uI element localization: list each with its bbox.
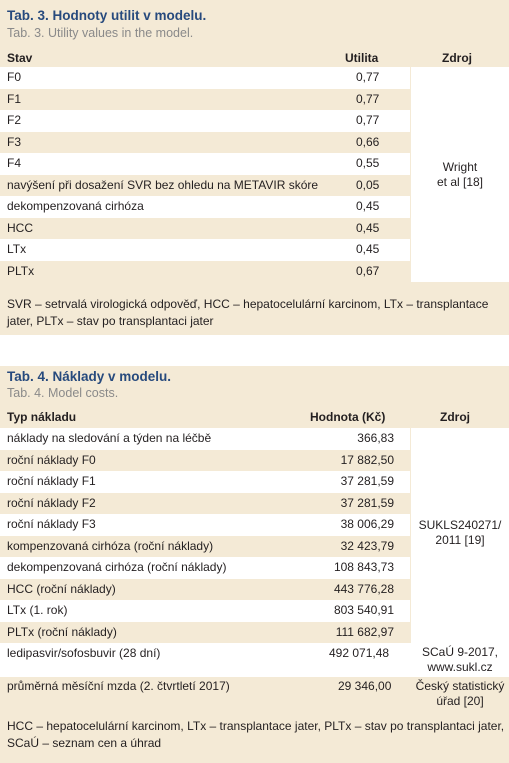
table-row: F2 0,77: [0, 110, 410, 132]
table-4-title: Tab. 4. Náklady v modelu.: [7, 369, 172, 384]
row-value: 37 281,59: [340, 495, 394, 510]
row-value: 803 540,91: [333, 603, 394, 617]
table-row: náklady na sledování a týden na léčbě 36…: [0, 428, 410, 450]
table-row: roční náklady F1 37 281,59: [0, 471, 410, 493]
row-value: 0,45: [356, 220, 380, 235]
source-cell: [411, 67, 509, 282]
row-value: 0,77: [356, 91, 380, 106]
table-row: dekompenzovaná cirhóza (roční náklady) 1…: [0, 557, 410, 579]
header-source: Zdroj: [442, 51, 472, 65]
table-row: ledipasvir/sofosbuvir (28 dní) 492 071,4…: [0, 643, 509, 677]
row-label: průměrná měsíční mzda (2. čtvrtletí 2017…: [7, 679, 230, 693]
table-3-subtitle: Tab. 3. Utility values in the model.: [7, 26, 194, 40]
source-csu: Český statistický úřad [20]: [415, 679, 505, 708]
row-value: 443 776,28: [333, 581, 394, 596]
table-row: kompenzovaná cirhóza (roční náklady) 32 …: [0, 536, 410, 558]
row-value: 0,05: [356, 177, 380, 192]
table-row: roční náklady F3 38 006,29: [0, 514, 410, 536]
row-label: PLTx (roční náklady): [7, 624, 117, 639]
row-label: náklady na sledování a týden na léčbě: [7, 431, 212, 445]
row-value: 0,77: [356, 113, 380, 127]
table-row: F0 0,77: [0, 67, 410, 89]
row-value: 366,83: [357, 431, 394, 445]
table-3-footnote: SVR – setrvalá virologická odpověď, HCC …: [7, 297, 489, 328]
table-row: dekompenzovaná cirhóza 0,45: [0, 196, 410, 218]
row-label: HCC (roční náklady): [7, 581, 116, 596]
table-row: průměrná měsíční mzda (2. čtvrtletí 2017…: [0, 677, 509, 713]
row-label: ledipasvir/sofosbuvir (28 dní): [7, 646, 161, 660]
table-row: roční náklady F2 37 281,59: [0, 493, 410, 515]
row-value: 29 346,00: [338, 679, 392, 693]
row-label: LTx: [7, 242, 27, 256]
row-value: 111 682,97: [335, 624, 394, 639]
table-row: roční náklady F0 17 882,50: [0, 450, 410, 472]
table-row: F1 0,77: [0, 89, 410, 111]
row-label: roční náklady F3: [7, 517, 96, 531]
row-label: dekompenzovaná cirhóza: [7, 199, 144, 213]
table-row: PLTx (roční náklady) 111 682,97: [0, 622, 410, 644]
row-label: kompenzovaná cirhóza (roční náklady): [7, 538, 214, 553]
table-4-subtitle: Tab. 4. Model costs.: [7, 386, 119, 400]
row-label: HCC: [7, 220, 33, 235]
source-cell: [411, 428, 509, 643]
row-value: 0,66: [356, 134, 380, 149]
row-value: 32 423,79: [340, 538, 394, 553]
row-label: F0: [7, 70, 22, 84]
table-row: LTx 0,45: [0, 239, 410, 261]
source-wright: Wright et al [18]: [436, 160, 484, 189]
row-label: F2: [7, 113, 22, 127]
table-row: PLTx 0,67: [0, 261, 410, 283]
row-value: 108 843,73: [333, 560, 394, 574]
table-3: Tab. 3. Hodnoty utilit v modelu. Tab. 3.…: [0, 0, 509, 335]
header-type: Typ nákladu: [7, 410, 77, 424]
row-value: 0,45: [356, 199, 380, 213]
row-label: navýšení při dosažení SVR bez ohledu na …: [7, 177, 319, 192]
row-value: 38 006,29: [340, 517, 394, 531]
table-row: F4 0,55: [0, 153, 410, 175]
row-label: dekompenzovaná cirhóza (roční náklady): [7, 560, 227, 574]
row-label: roční náklady F0: [7, 452, 96, 467]
row-value: 0,45: [356, 242, 380, 256]
row-label: LTx (1. rok): [7, 603, 68, 617]
row-value: 0,67: [356, 263, 380, 278]
header-utility: Utilita: [345, 51, 379, 65]
row-label: roční náklady F1: [7, 474, 96, 488]
table-row: F3 0,66: [0, 132, 410, 154]
header-source: Zdroj: [440, 410, 470, 424]
row-label: F1: [7, 91, 22, 106]
table-row: LTx (1. rok) 803 540,91: [0, 600, 410, 622]
header-value: Hodnota (Kč): [310, 410, 386, 424]
table-row: HCC 0,45: [0, 218, 410, 240]
row-value: 0,55: [356, 156, 380, 170]
table-row: HCC (roční náklady) 443 776,28: [0, 579, 410, 601]
row-value: 37 281,59: [340, 474, 394, 488]
row-label: PLTx: [7, 263, 35, 278]
table-4: Tab. 4. Náklady v modelu. Tab. 4. Model …: [0, 366, 509, 763]
table-row: navýšení při dosažení SVR bez ohledu na …: [0, 175, 410, 197]
row-value: 492 071,48: [329, 646, 390, 660]
header-state: Stav: [7, 51, 33, 65]
row-label: F3: [7, 134, 22, 149]
row-value: 17 882,50: [340, 452, 394, 467]
table-4-footnote: HCC – hepatocelulární karcinom, LTx – tr…: [7, 719, 505, 750]
table-3-title: Tab. 3. Hodnoty utilit v modelu.: [7, 8, 207, 23]
row-value: 0,77: [356, 70, 380, 84]
row-label: roční náklady F2: [7, 495, 96, 510]
source-sukls: SUKLS240271/ 2011 [19]: [418, 518, 502, 547]
source-scau: SCaÚ 9-2017, www.sukl.cz: [421, 645, 499, 674]
row-label: F4: [7, 156, 22, 170]
